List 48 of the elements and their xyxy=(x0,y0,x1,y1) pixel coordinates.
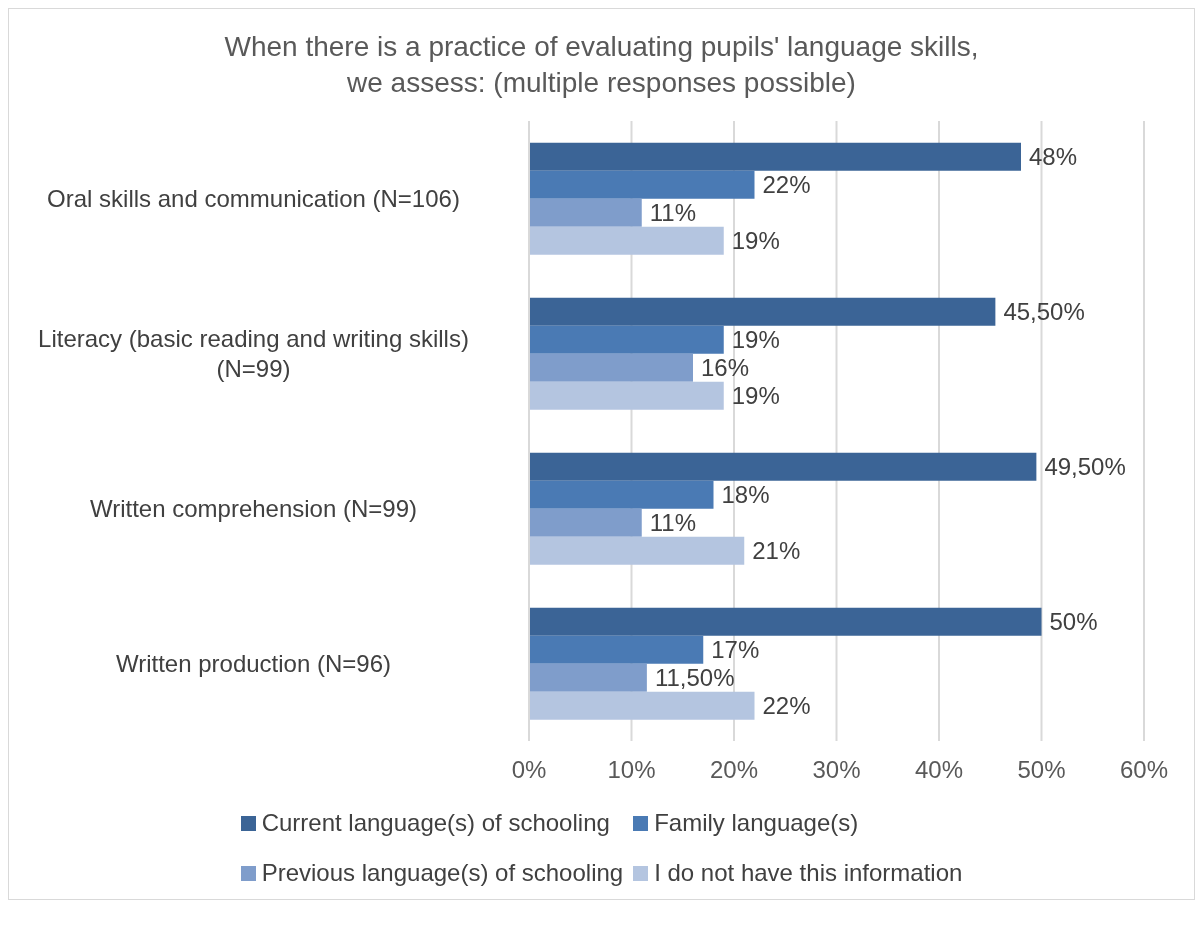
bar xyxy=(529,297,996,326)
data-label: 17% xyxy=(711,636,760,664)
bar xyxy=(529,198,642,227)
bar xyxy=(529,170,755,199)
legend-label: Previous language(s) of schooling xyxy=(261,859,624,887)
bar xyxy=(529,691,755,720)
data-label: 22% xyxy=(762,692,811,720)
data-label: 49,50% xyxy=(1044,453,1126,481)
data-label: 50% xyxy=(1049,608,1098,636)
x-tick-label: 10% xyxy=(607,756,656,784)
data-label: 11% xyxy=(649,509,697,537)
y-tick-label: Literacy (basic reading and writing skills) (N=99) xyxy=(37,323,470,384)
bar xyxy=(529,536,745,565)
data-label: 21% xyxy=(752,537,801,565)
data-label: 19% xyxy=(731,326,780,354)
data-label: 18% xyxy=(721,481,770,509)
bar xyxy=(529,480,714,509)
y-tick-label: Written comprehension (N=99) xyxy=(89,493,418,524)
x-tick-label: 30% xyxy=(812,756,861,784)
data-label: 45,50% xyxy=(1003,298,1085,326)
x-tick-label: 0% xyxy=(511,756,547,784)
bar xyxy=(529,142,1021,171)
data-label: 22% xyxy=(762,171,811,199)
bar xyxy=(529,663,647,692)
data-label: 11,50% xyxy=(654,664,735,692)
bar xyxy=(529,353,693,382)
data-label: 19% xyxy=(731,382,780,410)
data-label: 16% xyxy=(701,354,750,382)
legend-label: Family language(s) xyxy=(654,809,859,837)
bar xyxy=(529,325,724,354)
bar xyxy=(529,635,704,664)
x-tick-label: 50% xyxy=(1017,756,1066,784)
bar xyxy=(529,508,642,537)
data-label: 48% xyxy=(1029,143,1078,171)
bar xyxy=(529,226,724,255)
x-tick-label: 20% xyxy=(709,756,759,784)
legend-label: I do not have this information xyxy=(654,859,963,887)
x-tick-label: 60% xyxy=(1119,756,1169,784)
data-label: 19% xyxy=(731,227,780,255)
bar xyxy=(529,381,724,410)
y-tick-label: Written production (N=96) xyxy=(115,648,391,679)
bar xyxy=(529,607,1042,636)
x-tick-label: 40% xyxy=(914,756,964,784)
bar xyxy=(529,452,1037,481)
data-label: 11% xyxy=(649,199,697,227)
chart-title: When there is a practice of evaluating pupils' language skills, we assess: (multiple responses possible) xyxy=(223,30,980,100)
legend-label: Current language(s) of schooling xyxy=(261,809,610,837)
y-tick-label: Oral skills and communication (N=106) xyxy=(47,183,460,214)
